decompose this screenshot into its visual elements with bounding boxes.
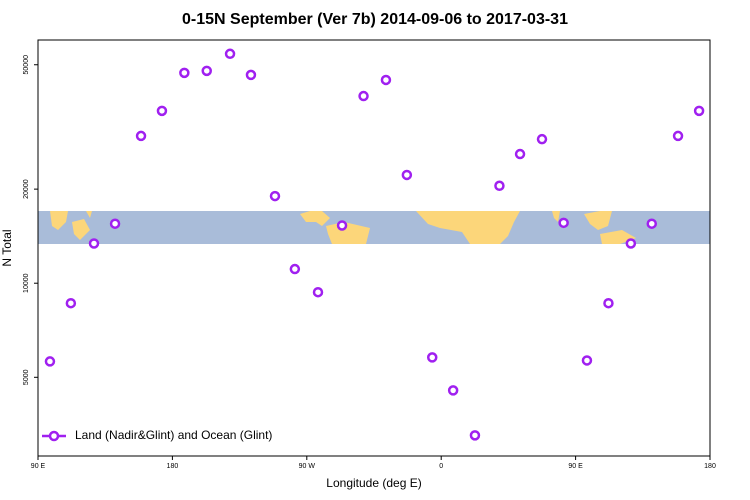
plot-frame	[37, 39, 711, 457]
data-point	[380, 74, 392, 86]
data-point	[581, 355, 593, 366]
map-strip	[38, 211, 710, 244]
data-point	[358, 90, 369, 102]
legend-marker	[48, 430, 60, 442]
data-point	[88, 238, 100, 249]
data-point	[625, 238, 637, 249]
data-point	[536, 133, 548, 145]
x-axis-label: Longitude (deg E)	[326, 476, 421, 490]
data-point	[109, 218, 121, 229]
data-point	[245, 69, 257, 81]
x-tick-label: 90 E	[568, 463, 583, 470]
x-tick-label: 180	[167, 463, 179, 470]
x-tick-label: 180	[704, 463, 716, 470]
x-tick-label: 90 E	[31, 463, 46, 470]
data-point	[201, 65, 212, 77]
data-point	[156, 105, 168, 117]
data-point	[558, 217, 569, 229]
data-point	[469, 430, 481, 441]
data-point	[646, 218, 658, 229]
data-point	[514, 148, 526, 160]
data-point	[426, 352, 438, 363]
data-point	[44, 356, 56, 367]
legend-label: Land (Nadir&Glint) and Ocean (Glint)	[75, 428, 272, 442]
data-point	[693, 105, 705, 117]
x-tick-label: 0	[439, 463, 443, 470]
data-point	[269, 190, 281, 202]
data-point	[447, 385, 459, 396]
data-point	[224, 48, 236, 60]
data-point	[65, 297, 77, 309]
land	[300, 211, 370, 244]
chart-title: 0-15N September (Ver 7b) 2014-09-06 to 2…	[182, 11, 568, 28]
data-point	[336, 220, 348, 231]
y-tick-label: 20000	[23, 179, 30, 199]
land	[50, 211, 92, 240]
data-point	[135, 130, 147, 142]
land	[416, 211, 520, 244]
data-point	[312, 286, 324, 298]
y-tick-label: 5000	[23, 369, 30, 385]
data-point	[672, 130, 684, 142]
data-point	[603, 297, 614, 309]
data-point	[179, 67, 190, 79]
data-point	[289, 263, 301, 275]
land	[552, 211, 636, 244]
x-tick-label: 90 W	[299, 463, 316, 470]
data-point	[401, 169, 413, 181]
data-point	[494, 180, 505, 192]
y-tick-label: 50000	[23, 55, 30, 75]
y-tick-label: 10000	[23, 273, 30, 293]
y-axis-label: N Total	[0, 229, 14, 266]
